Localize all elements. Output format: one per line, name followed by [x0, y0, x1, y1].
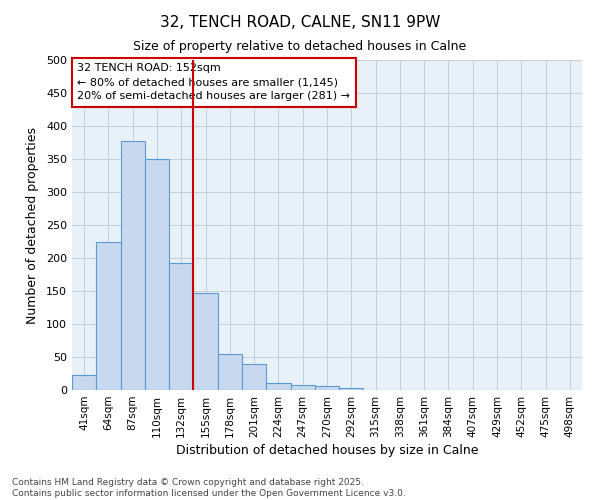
Text: Contains HM Land Registry data © Crown copyright and database right 2025.
Contai: Contains HM Land Registry data © Crown c… — [12, 478, 406, 498]
Text: 32 TENCH ROAD: 152sqm
← 80% of detached houses are smaller (1,145)
20% of semi-d: 32 TENCH ROAD: 152sqm ← 80% of detached … — [77, 64, 350, 102]
Text: 32, TENCH ROAD, CALNE, SN11 9PW: 32, TENCH ROAD, CALNE, SN11 9PW — [160, 15, 440, 30]
Bar — [72, 375, 96, 390]
X-axis label: Distribution of detached houses by size in Calne: Distribution of detached houses by size … — [176, 444, 478, 457]
Bar — [266, 382, 290, 390]
Text: Size of property relative to detached houses in Calne: Size of property relative to detached ho… — [133, 40, 467, 53]
Bar — [96, 242, 121, 390]
Bar — [169, 262, 193, 390]
Bar — [193, 293, 218, 390]
Bar — [242, 364, 266, 390]
Bar — [290, 384, 315, 390]
Bar — [315, 386, 339, 390]
Bar — [339, 388, 364, 390]
Bar — [121, 140, 145, 390]
Bar — [145, 159, 169, 390]
Bar — [218, 354, 242, 390]
Y-axis label: Number of detached properties: Number of detached properties — [26, 126, 39, 324]
